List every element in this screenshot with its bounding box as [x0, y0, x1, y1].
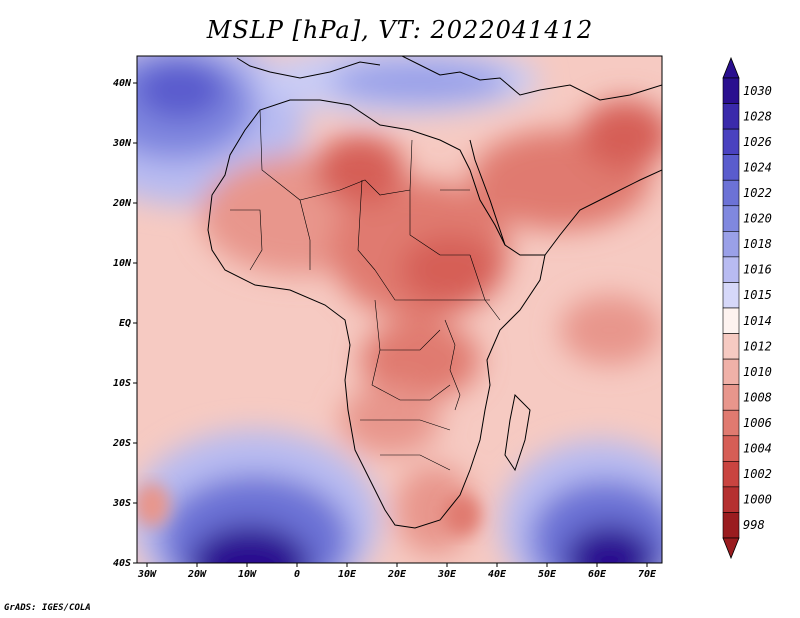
- lon-tick-label: 50E: [538, 569, 557, 580]
- colorbar-label: 1030: [743, 84, 772, 98]
- colorbar-label: 1014: [743, 314, 772, 328]
- map-frame: [136, 55, 663, 564]
- country-borders: [230, 109, 501, 471]
- colorbar-label: 998: [743, 518, 765, 532]
- map-title: MSLP [hPa], VT: 2022041412: [206, 16, 594, 44]
- lon-tick-label: 40E: [488, 569, 507, 580]
- colorbar-swatch: [722, 103, 740, 130]
- colorbar-swatch: [722, 512, 740, 539]
- colorbar-label: 1004: [743, 442, 772, 456]
- colorbar: 1030 1028 1026 1024 1022 1020 1018 1016 1015 1014…: [722, 56, 772, 560]
- lat-tick-label: 10N: [113, 258, 132, 269]
- coastlines: [207, 56, 662, 529]
- colorbar-swatch: [722, 333, 740, 360]
- colorbar-swatch: [722, 486, 740, 513]
- colorbar-swatch: [722, 205, 740, 232]
- credit-label: GrADS: IGES/COLA: [4, 603, 91, 613]
- lat-tick-label: EQ: [119, 318, 131, 329]
- lat-tick-label: 40S: [113, 558, 131, 569]
- colorbar-label: 1010: [743, 365, 772, 379]
- lon-tick-label: 30E: [437, 569, 457, 580]
- axis-ticks: 30W 20W 10W 0 10E 20E 30E 40E 50E 60E 70E 40N 30N 20N…: [112, 78, 657, 580]
- lon-tick-label: 20W: [187, 569, 207, 580]
- colorbar-label: 1026: [743, 135, 772, 149]
- lat-tick-label: 20S: [112, 438, 131, 449]
- lon-tick-label: 20E: [387, 569, 407, 580]
- lon-tick-label: 30W: [137, 569, 157, 580]
- lon-tick-label: 10W: [238, 569, 257, 580]
- colorbar-label: 1012: [743, 339, 772, 353]
- colorbar-label: 1006: [743, 416, 772, 430]
- colorbar-swatch: [722, 256, 740, 283]
- colorbar-label: 1020: [743, 212, 772, 226]
- colorbar-bottom-arrow: [722, 537, 740, 560]
- lat-tick-label: 10S: [113, 378, 131, 389]
- lat-tick-label: 20N: [112, 198, 132, 209]
- colorbar-label: 1022: [743, 186, 772, 200]
- lon-tick-label: 10E: [338, 569, 357, 580]
- colorbar-swatch: [722, 435, 740, 462]
- colorbar-label: 1016: [743, 263, 772, 277]
- colorbar-label: 1000: [743, 493, 772, 507]
- colorbar-label: 1015: [743, 288, 772, 302]
- colorbar-swatch: [722, 154, 740, 181]
- colorbar-swatch: [722, 77, 740, 104]
- colorbar-swatch: [722, 358, 740, 385]
- lat-tick-label: 40N: [113, 78, 132, 89]
- colorbar-swatch: [722, 461, 740, 488]
- lon-tick-label: 0: [294, 569, 300, 580]
- colorbar-swatch: [722, 179, 740, 207]
- colorbar-swatch: [722, 307, 740, 334]
- colorbar-top-arrow: [722, 56, 740, 79]
- colorbar-label: 1008: [743, 390, 772, 404]
- colorbar-swatch: [722, 409, 740, 437]
- lon-tick-label: 70E: [638, 569, 657, 580]
- colorbar-label: 1024: [743, 160, 772, 174]
- pressure-field: [137, 56, 662, 563]
- lon-tick-label: 60E: [588, 569, 607, 580]
- colorbar-label: 1002: [743, 467, 772, 481]
- colorbar-swatch: [722, 384, 740, 411]
- lat-tick-label: 30N: [112, 138, 132, 149]
- colorbar-swatch: [722, 128, 740, 155]
- colorbar-swatch: [722, 282, 740, 309]
- lat-tick-label: 30S: [112, 498, 131, 509]
- colorbar-label: 1018: [743, 237, 772, 251]
- colorbar-swatch: [722, 231, 740, 258]
- colorbar-label: 1028: [743, 109, 772, 123]
